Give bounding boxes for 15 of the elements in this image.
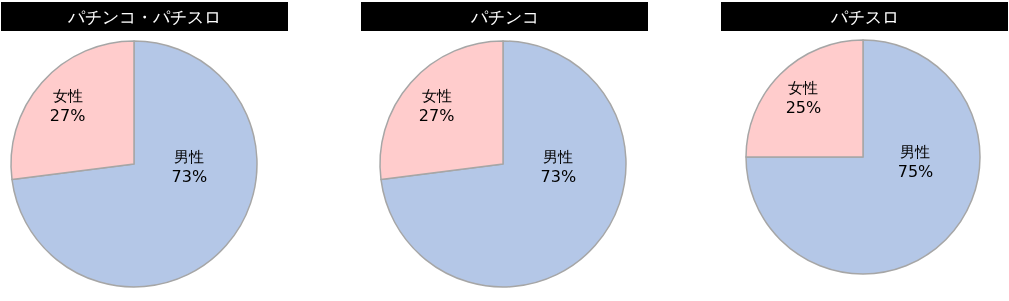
data-label: 27% [418, 106, 455, 126]
chart-title: パチンコ・パチスロ [67, 7, 221, 27]
slice-label: 女性 [421, 87, 452, 106]
slice-label: 男性 [174, 147, 205, 166]
data-label: 75% [897, 162, 934, 182]
data-label: 73% [171, 166, 208, 186]
data-label: 73% [540, 166, 577, 186]
slice-label: 男性 [543, 147, 574, 166]
slice-label: 男性 [900, 143, 931, 162]
slice-label: 女性 [52, 87, 83, 106]
chart-title: パチンコ [469, 7, 539, 27]
data-label: 25% [785, 98, 822, 118]
slice-label: 女性 [788, 79, 819, 98]
chart-title: パチスロ [829, 7, 899, 27]
data-label: 27% [49, 106, 86, 126]
